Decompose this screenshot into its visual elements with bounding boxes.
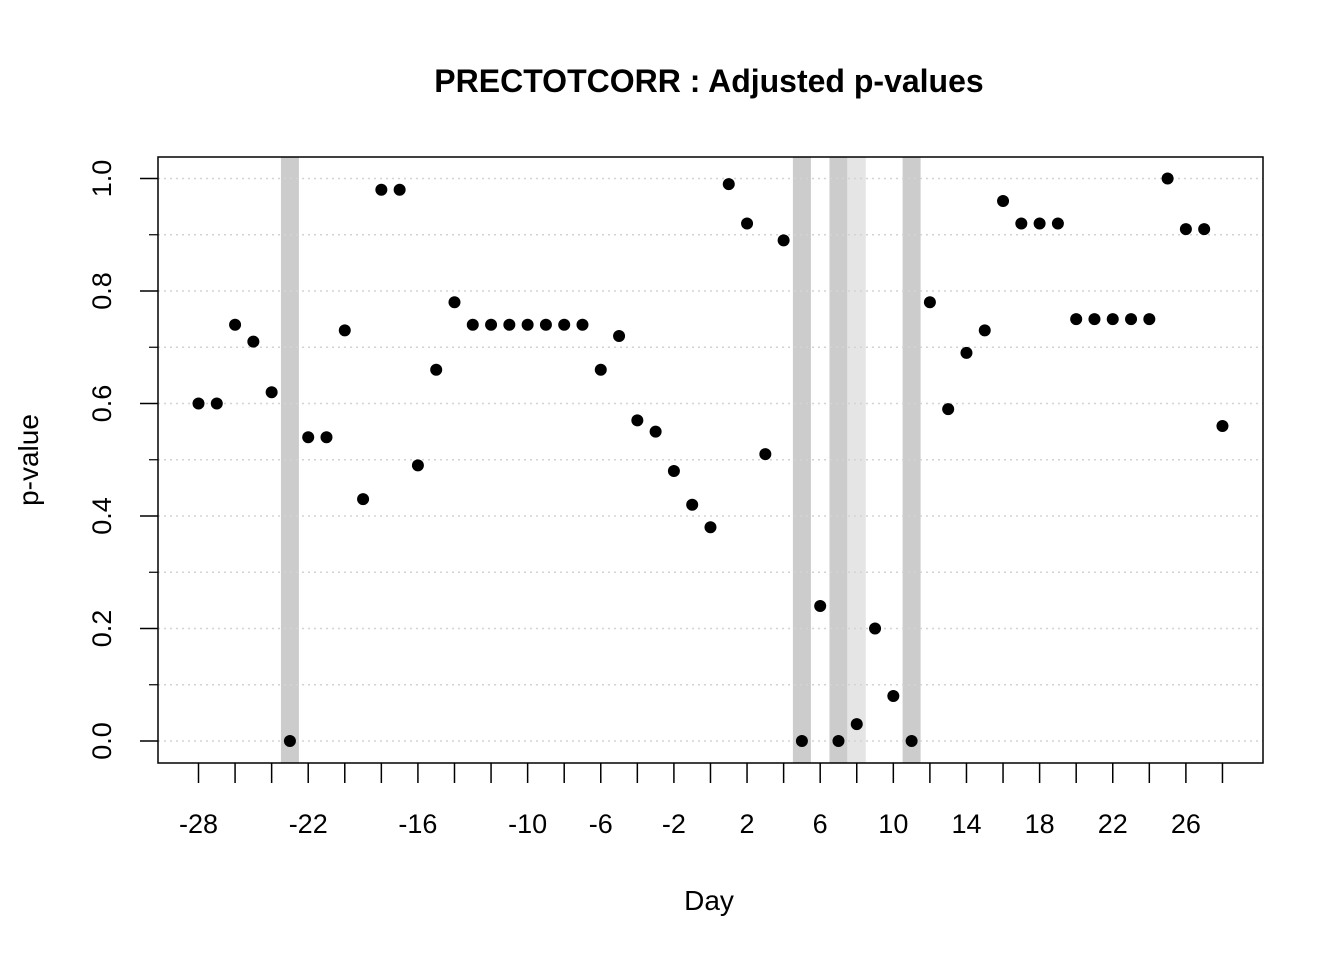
x-tick-label: -28 — [179, 809, 218, 839]
data-point — [832, 735, 845, 747]
grid-lines — [158, 177, 1263, 742]
data-point — [1106, 313, 1119, 326]
data-point — [265, 386, 278, 399]
data-point — [759, 448, 772, 461]
data-point — [942, 403, 955, 416]
data-point — [814, 600, 827, 612]
highlight-band — [847, 157, 866, 763]
data-point — [466, 318, 479, 331]
data-point — [649, 425, 662, 438]
data-point — [338, 324, 351, 337]
x-tick-label: -16 — [398, 809, 437, 839]
data-point — [1088, 313, 1101, 326]
data-point — [229, 318, 242, 331]
y-tick-label: 0.8 — [87, 272, 117, 310]
data-point — [1216, 420, 1229, 432]
data-point — [1198, 223, 1211, 236]
data-point — [1015, 217, 1028, 230]
x-tick-label: 2 — [740, 809, 755, 839]
x-tick-label: 26 — [1171, 809, 1201, 839]
highlight-bands — [280, 157, 921, 763]
data-point — [1143, 313, 1156, 326]
data-point — [905, 735, 918, 747]
data-point — [558, 318, 571, 331]
data-point — [1179, 223, 1192, 236]
data-point — [393, 183, 406, 196]
data-point — [375, 183, 388, 196]
data-point — [1070, 313, 1083, 326]
data-point — [503, 318, 516, 331]
y-tick-label: 0.0 — [87, 722, 117, 760]
data-point — [411, 459, 424, 472]
data-point — [430, 363, 443, 376]
data-point — [1033, 217, 1046, 230]
data-point — [210, 397, 223, 410]
y-tick-label: 0.6 — [87, 385, 117, 423]
y-tick-label: 1.0 — [87, 160, 117, 198]
x-tick-label: 22 — [1098, 809, 1128, 839]
data-point — [1125, 313, 1138, 326]
data-point — [887, 690, 900, 702]
data-point — [704, 521, 717, 534]
x-tick-label: 6 — [813, 809, 828, 839]
data-point — [722, 178, 735, 191]
data-point — [302, 431, 315, 444]
highlight-band — [902, 157, 921, 763]
data-point — [357, 493, 370, 506]
data-point — [594, 363, 607, 376]
highlight-band — [829, 157, 848, 763]
data-point — [923, 296, 936, 309]
x-tick-label: -10 — [508, 809, 547, 839]
data-point — [686, 498, 699, 511]
data-point — [576, 318, 589, 331]
data-point — [997, 195, 1010, 207]
data-point — [777, 234, 790, 247]
data-point — [960, 346, 973, 359]
y-tick-label: 0.2 — [87, 610, 117, 648]
y-axis-label: p-value — [13, 414, 44, 506]
data-point — [320, 431, 333, 444]
data-point — [283, 735, 296, 747]
data-point — [539, 318, 552, 331]
chart-title: PRECTOTCORR : Adjusted p-values — [434, 63, 983, 99]
data-point — [192, 397, 205, 410]
highlight-band — [280, 157, 299, 763]
data-point — [869, 622, 882, 635]
x-axis-label: Day — [684, 885, 734, 916]
data-point — [631, 414, 644, 427]
x-tick-label: -6 — [589, 809, 613, 839]
x-tick-label: -22 — [289, 809, 328, 839]
x-tick-label: 14 — [951, 809, 981, 839]
y-axis: 0.0 0.2 0.4 0.6 0.8 1.0 — [87, 160, 158, 760]
data-point — [613, 330, 626, 342]
y-tick-label: 0.4 — [87, 497, 117, 535]
data-point — [741, 217, 754, 230]
x-tick-label: -2 — [662, 809, 686, 839]
data-point — [485, 318, 498, 331]
data-points — [192, 172, 1229, 747]
data-point — [1161, 172, 1174, 185]
data-point — [1051, 217, 1064, 230]
x-tick-label: 18 — [1025, 809, 1055, 839]
data-point — [247, 335, 260, 348]
x-tick-label: 10 — [878, 809, 908, 839]
data-point — [667, 465, 680, 477]
data-point — [978, 324, 991, 337]
data-point — [448, 296, 461, 309]
data-point — [521, 318, 534, 331]
x-axis: -28 -22 -16 -10 -6 -2 2 6 10 14 18 22 26 — [179, 763, 1224, 839]
data-point — [795, 735, 808, 747]
data-point — [850, 718, 863, 731]
